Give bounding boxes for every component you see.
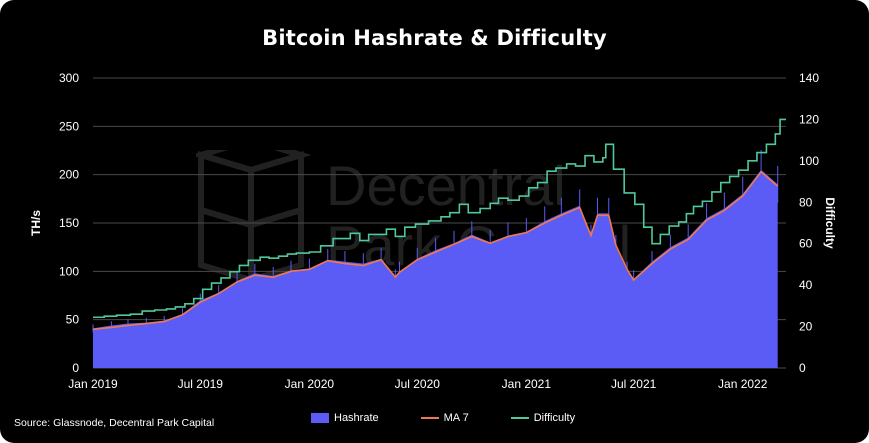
y2-tick-label: 80 <box>799 195 813 209</box>
y2-axis-label: Difficulty <box>823 197 837 249</box>
legend-label-difficulty: Difficulty <box>533 412 576 424</box>
y-tick-label: 200 <box>59 168 79 182</box>
legend-label-hashrate: Hashrate <box>334 412 379 424</box>
legend-swatch-difficulty <box>510 417 529 419</box>
x-tick-label: Jan 2021 <box>502 377 552 391</box>
x-tick-label: Jan 2022 <box>718 377 768 391</box>
legend-item-difficulty: Difficulty <box>510 412 576 424</box>
x-tick-label: Jul 2021 <box>611 377 657 391</box>
chart-title: Bitcoin Hashrate & Difficulty <box>262 26 607 50</box>
legend-swatch-ma7 <box>420 417 439 419</box>
y2-tick-label: 0 <box>799 361 806 375</box>
y-tick-label: 100 <box>59 264 79 278</box>
series-hashrate-area <box>93 169 778 368</box>
y-tick-label: 250 <box>59 119 79 133</box>
y2-tick-label: 20 <box>799 320 813 334</box>
legend-label-ma7: MA 7 <box>443 412 469 424</box>
legend-item-hashrate: Hashrate <box>311 412 379 424</box>
y2-tick-label: 100 <box>799 154 819 168</box>
y2-tick-label: 140 <box>799 71 819 85</box>
y2-tick-label: 40 <box>799 278 813 292</box>
legend: Hashrate MA 7 Difficulty <box>311 412 617 424</box>
y2-tick-label: 120 <box>799 112 819 126</box>
y-tick-label: 50 <box>66 313 80 327</box>
y2-tick-label: 60 <box>799 237 813 251</box>
series-difficulty-line <box>93 118 786 319</box>
y-tick-label: 150 <box>59 216 79 230</box>
legend-item-ma7: MA 7 <box>420 412 469 424</box>
x-tick-label: Jul 2019 <box>178 377 224 391</box>
x-tick-label: Jul 2020 <box>395 377 441 391</box>
y-tick-label: 300 <box>59 71 79 85</box>
watermark-line1: Decentral <box>326 154 566 217</box>
y-tick-label: 0 <box>72 361 79 375</box>
y-axis-label: TH/s <box>29 210 43 236</box>
x-tick-label: Jan 2019 <box>68 377 118 391</box>
series-ma7-line <box>92 170 779 331</box>
source-note: Source: Glassnode, Decentral Park Capita… <box>14 417 215 429</box>
legend-swatch-hashrate <box>311 413 329 423</box>
x-tick-label: Jan 2020 <box>285 377 335 391</box>
